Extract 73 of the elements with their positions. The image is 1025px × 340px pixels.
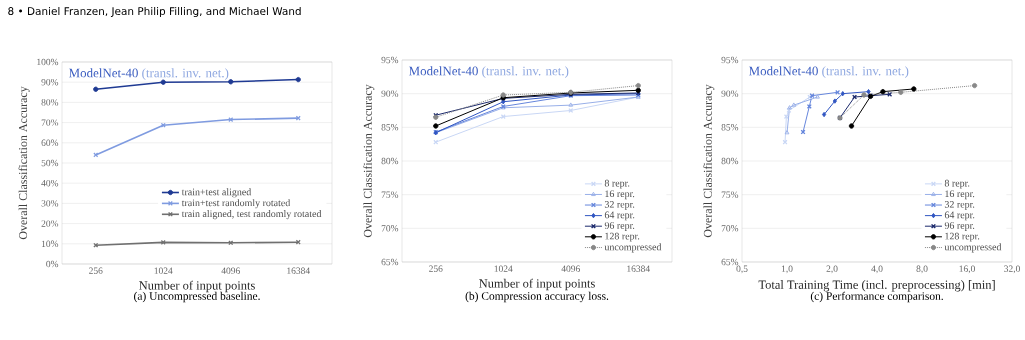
y-tick-label: 30% <box>41 200 59 207</box>
legend-label: 16 repr. <box>605 190 635 200</box>
y-tick-label: 75% <box>721 191 739 198</box>
y-tick-label: 90% <box>721 90 739 97</box>
y-tick-label: 90% <box>41 78 59 86</box>
text: (b) Compression accuracy loss. <box>465 291 609 303</box>
legend-label: 128 repr. <box>945 232 980 242</box>
y-tick-label: 40% <box>41 179 59 187</box>
x-tick-label: 16,0 <box>959 265 975 274</box>
y-tick-label: 0% <box>46 260 59 268</box>
y-tick-label: 80% <box>41 99 59 106</box>
chart-title: ModelNet-40 <box>68 68 138 78</box>
y-axis-title: Overall Classification Accuracy <box>18 86 30 240</box>
legend-label: 96 repr. <box>604 222 635 231</box>
x-tick-label: 1024 <box>154 267 173 274</box>
legend-label: 8 repr. <box>944 179 970 189</box>
x-tick-label: 4096 <box>221 267 240 274</box>
x-tick-label: 8,0 <box>916 265 928 274</box>
y-tick-label: 65% <box>381 258 399 266</box>
legend-label: 64 repr. <box>604 211 635 221</box>
x-tick-label: 4096 <box>561 265 580 272</box>
legend-label: 32 repr. <box>604 201 635 210</box>
chart-subtitle: (transl. inv. net.) <box>482 66 569 78</box>
legend-label: 16 repr. <box>945 190 975 200</box>
x-tick-label: 1,0 <box>781 265 793 274</box>
x-axis-title: Number of input points <box>479 278 595 291</box>
legend-label: 8 repr. <box>604 179 630 189</box>
legend-label: uncompressed <box>604 243 662 253</box>
x-tick-label: 16384 <box>287 267 310 274</box>
text: 8 • Daniel Franzen, Jean Philip Filling, and Michael Wand <box>8 6 301 18</box>
y-tick-label: 70% <box>721 225 739 232</box>
y-tick-label: 75% <box>381 191 399 198</box>
y-tick-label: 50% <box>41 159 59 167</box>
y-tick-label: 80% <box>721 157 739 165</box>
y-tick-label: 10% <box>41 240 59 248</box>
legend-label: train+test randomly rotated <box>181 199 291 209</box>
legend-label: 64 repr. <box>944 211 975 221</box>
chart-title: ModelNet-40 <box>408 66 478 76</box>
x-tick-label: 16384 <box>627 265 650 272</box>
legend-label: 96 repr. <box>944 222 975 231</box>
text: (a) Uncompressed baseline. <box>134 291 260 303</box>
y-tick-label: 70% <box>41 119 59 126</box>
y-tick-label: 95% <box>721 56 739 64</box>
y-axis-title: Overall Classification Accuracy <box>363 84 375 238</box>
chart-subtitle: (transl. inv. net.) <box>822 66 909 78</box>
y-axis-title: Overall Classification Accuracy <box>703 84 715 238</box>
y-tick-label: 60% <box>41 139 59 147</box>
y-tick-label: 90% <box>381 90 399 97</box>
y-tick-label: 20% <box>41 220 59 227</box>
x-tick-label: 2,0 <box>826 265 838 274</box>
x-tick-label: 0,5 <box>736 265 748 274</box>
legend-label: uncompressed <box>944 243 1002 253</box>
y-tick-label: 85% <box>381 124 399 131</box>
legend-label: train aligned, test randomly rotated <box>181 210 322 220</box>
y-tick-label: 100% <box>37 58 59 66</box>
x-tick-label: 4,0 <box>871 265 883 274</box>
y-tick-label: 95% <box>381 56 399 64</box>
x-axis-title: Number of input points <box>139 280 255 293</box>
legend-label: 128 repr. <box>605 232 640 242</box>
text: (c) Performance comparison. <box>810 291 943 303</box>
y-tick-label: 65% <box>721 258 739 266</box>
x-tick-label: 32,0 <box>1004 265 1020 274</box>
x-tick-label: 1024 <box>494 265 513 272</box>
chart-title: ModelNet-40 <box>748 66 818 76</box>
x-tick-label: 256 <box>89 267 103 274</box>
x-tick-label: 256 <box>429 265 443 272</box>
y-tick-label: 80% <box>381 157 399 165</box>
chart-subtitle: (transl. inv. net.) <box>142 68 229 80</box>
x-axis-title: Total Training Time (incl. preprocessing) [min] <box>758 280 995 292</box>
y-tick-label: 85% <box>721 124 739 131</box>
y-tick-label: 70% <box>381 225 399 232</box>
legend-label: train+test aligned <box>181 188 252 198</box>
legend-label: 32 repr. <box>944 201 975 210</box>
